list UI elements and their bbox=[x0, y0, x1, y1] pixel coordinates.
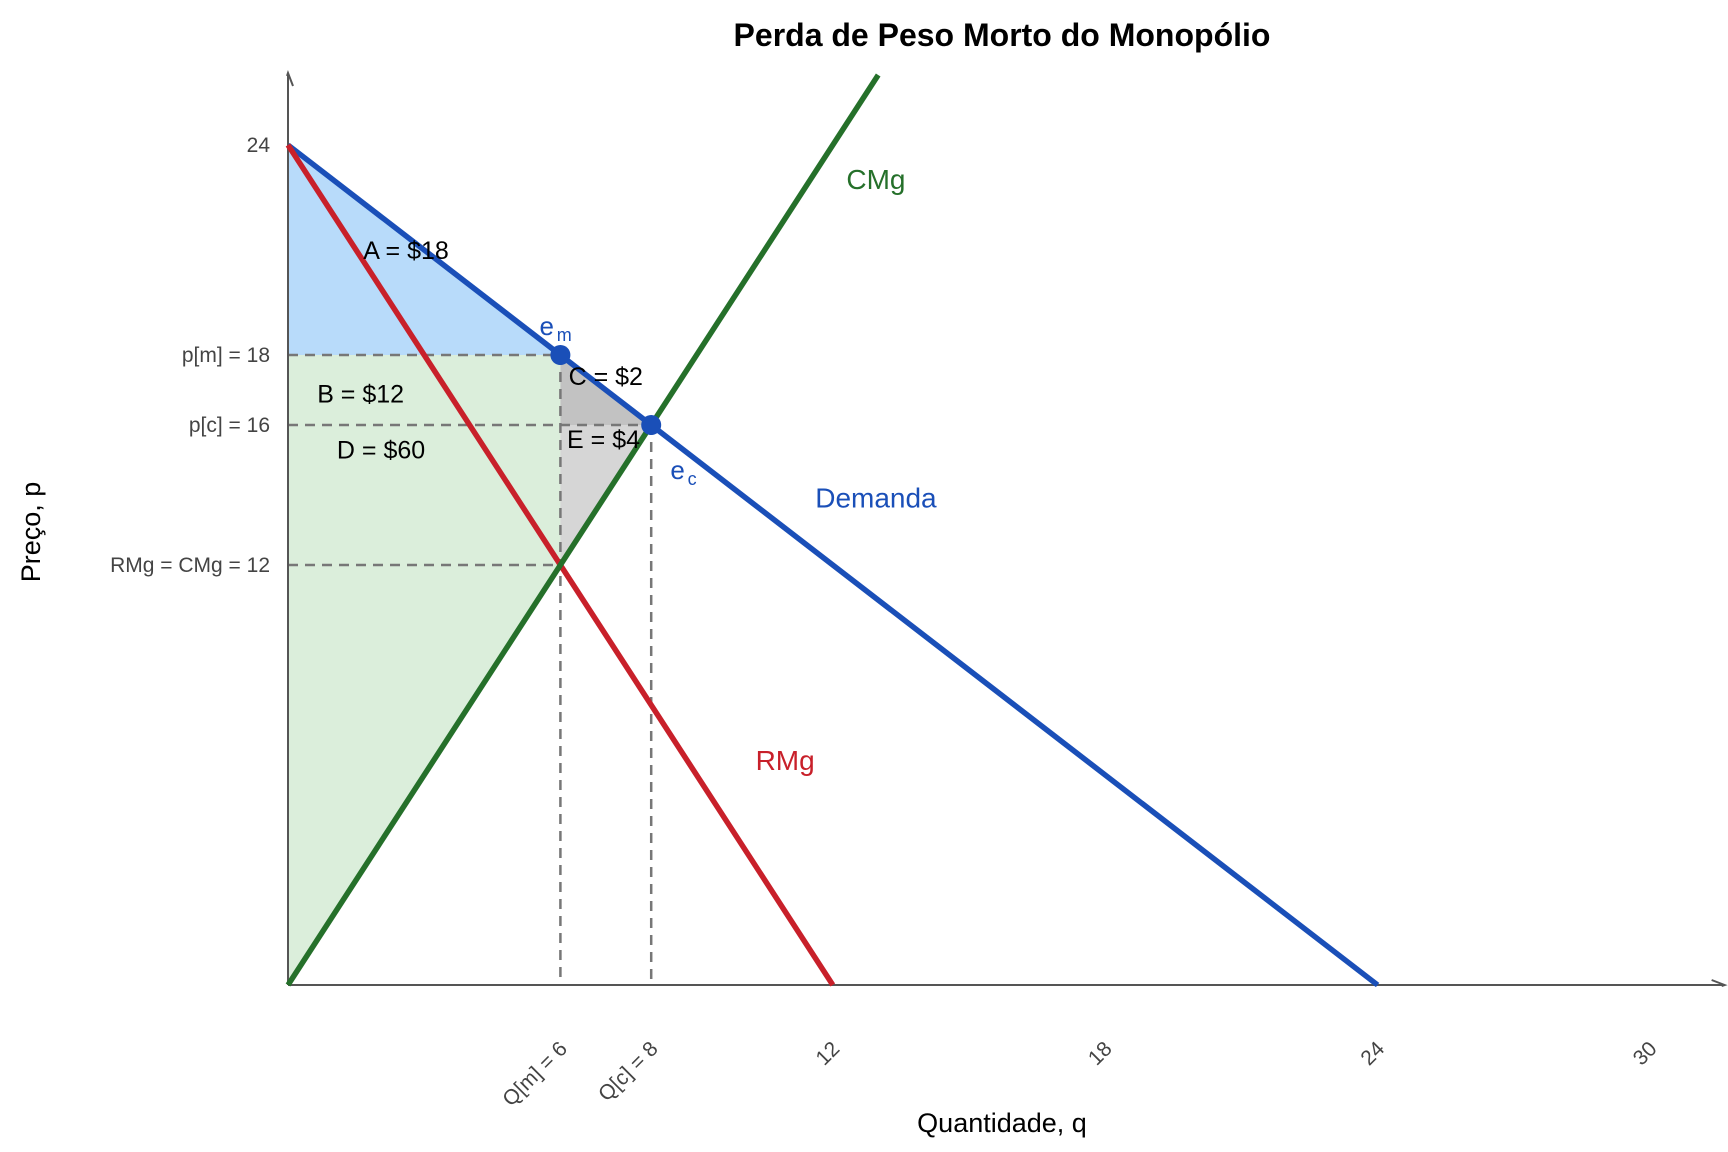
x-tick-label: Q[m] = 6 bbox=[498, 1037, 572, 1111]
y-tick-label: p[c] = 16 bbox=[189, 414, 270, 437]
area-label-c: C = $2 bbox=[569, 363, 643, 391]
demand-curve bbox=[286, 142, 1380, 988]
curve-label-rmg: RMg bbox=[756, 745, 815, 776]
area-label-a: A = $18 bbox=[363, 237, 449, 265]
mc-curve bbox=[285, 73, 881, 987]
x-axis-arrow bbox=[1711, 979, 1728, 987]
area-label-e: E = $4 bbox=[567, 426, 640, 454]
x-tick-label: 12 bbox=[812, 1037, 845, 1070]
curves bbox=[285, 73, 1380, 988]
y-axis-arrow bbox=[286, 70, 294, 87]
equilibrium-label-m: e bbox=[540, 311, 554, 341]
x-tick-label: Q[c] = 8 bbox=[594, 1037, 663, 1106]
area-label-d: D = $60 bbox=[337, 437, 425, 465]
x-tick-label: 18 bbox=[1084, 1037, 1117, 1070]
y-tick-label: p[m] = 18 bbox=[182, 344, 270, 367]
y-tick-label: RMg = CMg = 12 bbox=[110, 554, 270, 577]
equilibrium-point-m bbox=[550, 345, 571, 365]
y-tick-label: 24 bbox=[247, 134, 271, 157]
x-tick-label: 30 bbox=[1629, 1037, 1662, 1070]
curve-label-demanda: Demanda bbox=[815, 483, 937, 514]
equilibrium-subscript-c: c bbox=[688, 469, 697, 489]
x-axis-label: Quantidade, q bbox=[917, 1108, 1087, 1138]
equilibrium-subscript-m: m bbox=[557, 325, 572, 345]
area-label-b: B = $12 bbox=[317, 381, 404, 409]
labels: e me cA = $18B = $12C = $2D = $60 E = $4CMg… bbox=[317, 164, 937, 776]
equilibrium-label-c: e bbox=[670, 455, 684, 485]
y-axis-label: Preço, p bbox=[16, 482, 46, 583]
curve-label-cmg: CMg bbox=[846, 164, 905, 195]
area-b-d bbox=[288, 355, 561, 985]
chart-title: Perda de Peso Morto do Monopólio bbox=[734, 17, 1271, 53]
x-tick-label: 24 bbox=[1356, 1037, 1389, 1070]
equilibrium-point-c bbox=[641, 415, 662, 435]
